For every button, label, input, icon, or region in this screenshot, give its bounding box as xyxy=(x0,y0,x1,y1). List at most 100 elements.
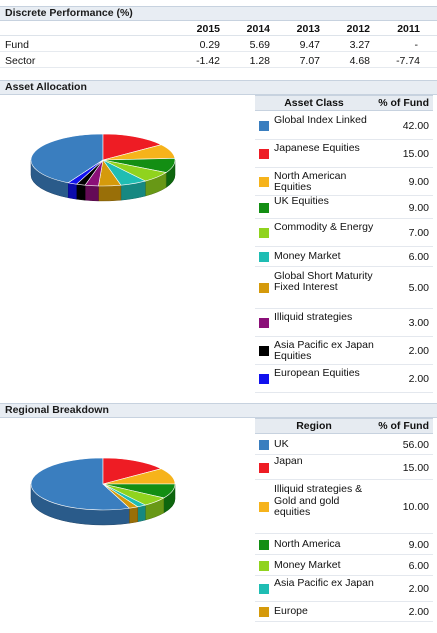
year-header: 2014 xyxy=(246,23,270,35)
legend-percent: 15.00 xyxy=(402,148,429,160)
legend-percent: 42.00 xyxy=(402,120,429,132)
performance-value: 1.28 xyxy=(249,55,270,67)
legend-row: Global Index Linked 42.00 xyxy=(255,112,433,140)
legend-label: Illiquid strategies & Gold and gold equi… xyxy=(274,483,363,518)
year-header: 2015 xyxy=(196,23,220,35)
performance-value: -7.74 xyxy=(396,55,420,67)
legend-percent: 3.00 xyxy=(408,317,429,329)
legend-percent: 6.00 xyxy=(408,251,429,263)
legend-percent: 2.00 xyxy=(408,583,429,595)
asset-allocation-pie-chart xyxy=(30,133,176,202)
regional-breakdown-table-header: Region % of Fund xyxy=(255,418,433,434)
legend-swatch xyxy=(259,374,269,384)
legend-percent: 6.00 xyxy=(408,559,429,572)
pie-slice-side xyxy=(98,184,122,202)
legend-percent: 7.00 xyxy=(408,227,429,239)
legend-swatch xyxy=(259,318,269,328)
pie-slice-side xyxy=(68,182,77,200)
performance-value: 5.69 xyxy=(249,39,270,51)
legend-percent: 9.00 xyxy=(408,201,429,214)
regional-breakdown-section-title: Regional Breakdown xyxy=(0,403,437,418)
row-label: Sector xyxy=(5,55,36,67)
legend-percent: 2.00 xyxy=(408,606,429,618)
column-header-percent: % of Fund xyxy=(378,97,429,109)
regional-breakdown-pie-chart xyxy=(30,457,176,526)
pie-slice-side xyxy=(84,184,99,202)
legend-percent: 56.00 xyxy=(402,439,429,451)
performance-value: -1.42 xyxy=(196,55,220,67)
pie-slice xyxy=(102,457,163,485)
legend-row: Asia Pacific ex Japan Equities 2.00 xyxy=(255,337,433,365)
legend-percent: 2.00 xyxy=(408,345,429,357)
performance-section-title: Discrete Performance (%) xyxy=(0,6,437,21)
legend-percent: 10.00 xyxy=(402,501,429,513)
legend-swatch xyxy=(259,502,269,512)
year-header: 2011 xyxy=(397,23,420,35)
legend-swatch xyxy=(259,440,269,450)
legend-row: Global Short Maturity Fixed Interest 5.00 xyxy=(255,267,433,309)
legend-swatch xyxy=(259,283,269,293)
legend-percent: 15.00 xyxy=(402,461,429,474)
legend-row: Europe 2.00 xyxy=(255,602,433,622)
legend-row: North America 9.00 xyxy=(255,534,433,555)
legend-swatch xyxy=(259,177,269,187)
pie-slice-side xyxy=(129,506,138,524)
legend-label: Money Market xyxy=(274,558,341,571)
pie-slice xyxy=(30,457,131,511)
legend-percent: 5.00 xyxy=(408,282,429,294)
legend-swatch xyxy=(259,252,269,262)
legend-label: North American Equities xyxy=(274,169,347,193)
legend-label: Money Market xyxy=(274,250,341,263)
pie-slice-side xyxy=(137,504,146,523)
legend-label: UK Equities xyxy=(274,195,329,207)
legend-label: North America xyxy=(274,537,341,550)
legend-swatch xyxy=(259,121,269,131)
legend-label: Asia Pacific ex Japan Equities xyxy=(274,338,374,362)
legend-row: Japanese Equities 15.00 xyxy=(255,140,433,168)
performance-header-row: 2015 2014 2013 2012 2011 xyxy=(0,22,437,36)
legend-row: Money Market 6.00 xyxy=(255,247,433,267)
legend-percent: 2.00 xyxy=(408,373,429,385)
performance-value: - xyxy=(414,39,419,51)
legend-swatch xyxy=(259,539,269,550)
asset-allocation-table-header: Asset Class % of Fund xyxy=(255,95,433,111)
legend-swatch xyxy=(259,346,269,356)
legend-percent: 9.00 xyxy=(408,176,429,188)
performance-value: 9.47 xyxy=(299,39,320,51)
legend-row: Commodity & Energy 7.00 xyxy=(255,219,433,247)
legend-label: UK xyxy=(274,438,289,451)
legend-row: Asia Pacific ex Japan 2.00 xyxy=(255,576,433,602)
pie-slice xyxy=(30,133,104,184)
performance-value: 3.27 xyxy=(349,39,370,51)
legend-row: Japan 15.00 xyxy=(255,455,433,480)
legend-label: Japan xyxy=(274,455,303,467)
pie-slice xyxy=(67,159,104,185)
performance-value: 7.07 xyxy=(299,55,320,67)
performance-row-fund: Fund 0.29 5.69 9.47 3.27 - xyxy=(0,38,437,52)
legend-swatch xyxy=(259,607,269,617)
column-header-region: Region xyxy=(296,420,332,432)
legend-row: North American Equities 9.00 xyxy=(255,168,433,196)
legend-swatch xyxy=(259,149,269,159)
performance-row-sector: Sector -1.42 1.28 7.07 4.68 -7.74 xyxy=(0,54,437,68)
legend-swatch xyxy=(259,462,269,473)
legend-label: Japanese Equities xyxy=(274,141,360,154)
pie-slice xyxy=(102,483,139,509)
legend-row: Illiquid strategies 3.00 xyxy=(255,309,433,337)
legend-label: Illiquid strategies xyxy=(274,310,353,323)
performance-value: 4.68 xyxy=(349,55,370,67)
legend-swatch xyxy=(259,202,269,213)
legend-label: Global Index Linked xyxy=(274,113,367,126)
column-header-percent: % of Fund xyxy=(378,420,429,432)
legend-row: UK Equities 9.00 xyxy=(255,195,433,219)
legend-label: Europe xyxy=(274,605,308,618)
year-header: 2012 xyxy=(346,23,370,35)
legend-swatch xyxy=(259,560,269,571)
legend-label: European Equities xyxy=(274,366,360,379)
legend-row: Money Market 6.00 xyxy=(255,555,433,576)
pie-slice xyxy=(102,133,163,161)
legend-label: Commodity & Energy xyxy=(274,220,374,233)
legend-row: UK 56.00 xyxy=(255,435,433,455)
row-label: Fund xyxy=(5,39,29,51)
pie-slice-side xyxy=(76,183,86,201)
